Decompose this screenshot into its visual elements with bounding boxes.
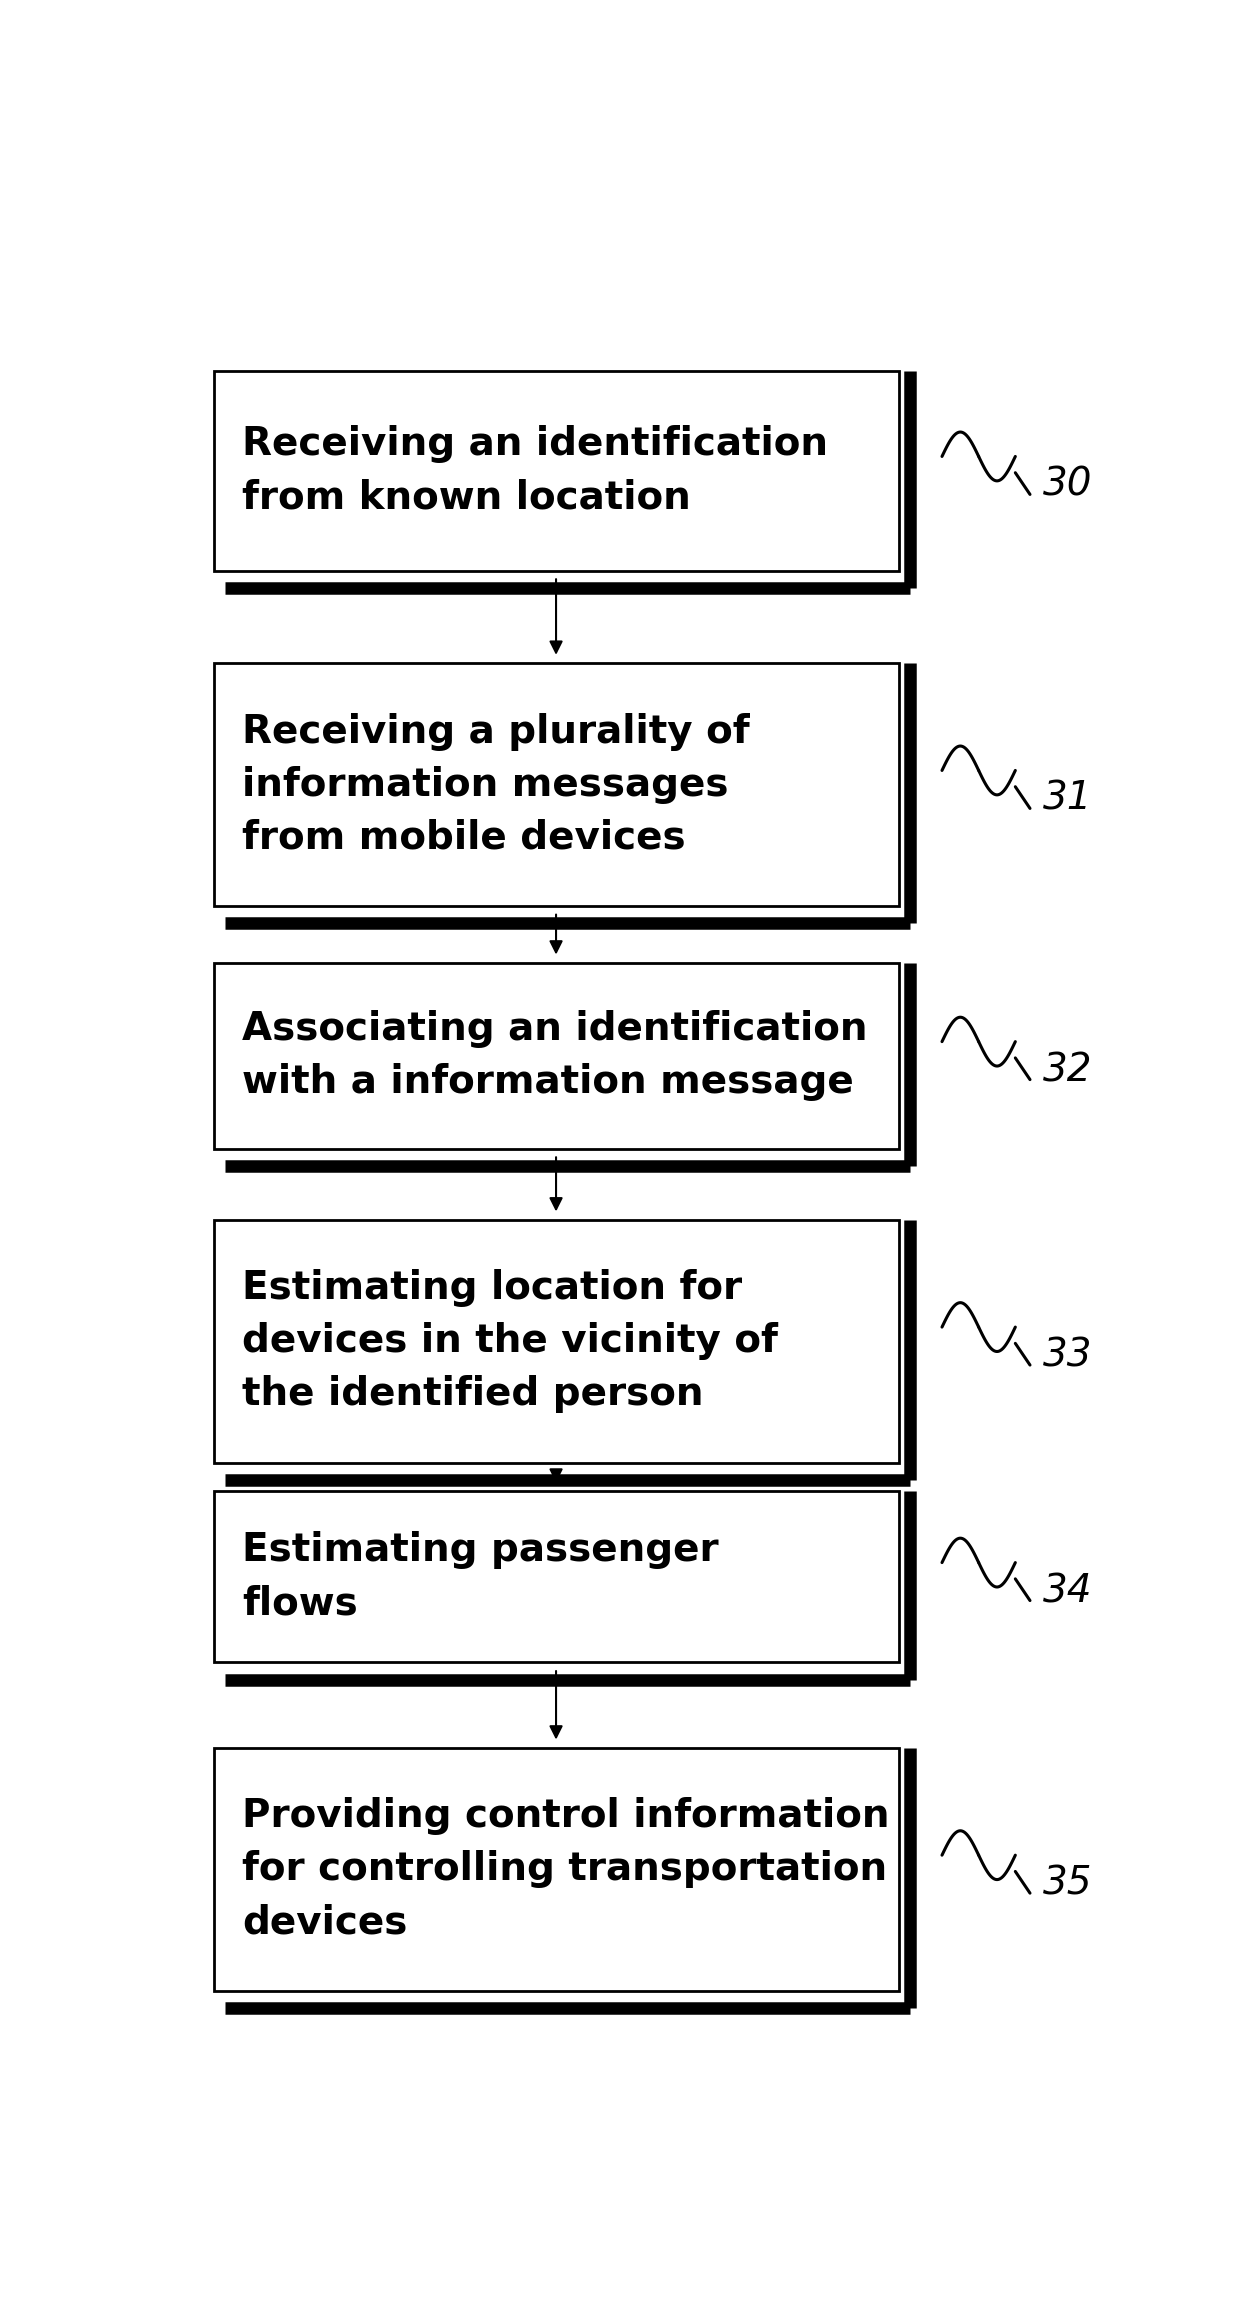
Text: 33: 33 bbox=[1043, 1337, 1093, 1374]
Text: Receiving a plurality of
information messages
from mobile devices: Receiving a plurality of information mes… bbox=[243, 714, 749, 857]
Text: 30: 30 bbox=[1043, 466, 1093, 505]
Text: 32: 32 bbox=[1043, 1052, 1093, 1089]
Text: 31: 31 bbox=[1043, 781, 1093, 818]
Bar bbox=[214, 1492, 899, 1664]
Text: Associating an identification
with a information message: Associating an identification with a inf… bbox=[243, 1010, 868, 1101]
Bar bbox=[214, 1221, 899, 1462]
Bar bbox=[214, 1747, 899, 1990]
Text: 35: 35 bbox=[1043, 1865, 1093, 1902]
Bar bbox=[214, 663, 899, 906]
Text: Estimating location for
devices in the vicinity of
the identified person: Estimating location for devices in the v… bbox=[243, 1270, 778, 1413]
Text: Estimating passenger
flows: Estimating passenger flows bbox=[243, 1532, 720, 1622]
Text: Receiving an identification
from known location: Receiving an identification from known l… bbox=[243, 426, 828, 517]
Bar bbox=[214, 964, 899, 1149]
Bar bbox=[214, 371, 899, 570]
Text: 34: 34 bbox=[1043, 1573, 1093, 1610]
Text: Providing control information
for controlling transportation
devices: Providing control information for contro… bbox=[243, 1798, 890, 1942]
